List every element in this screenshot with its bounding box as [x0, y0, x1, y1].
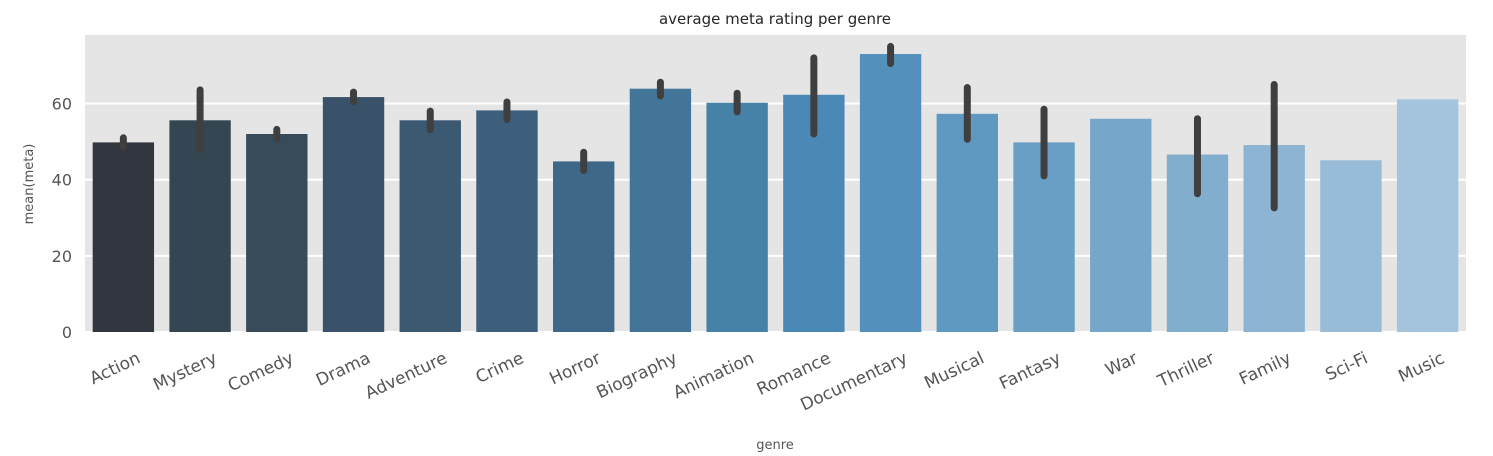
bar-drama	[322, 97, 385, 332]
bar-musical	[936, 113, 998, 332]
x-tick-label: Thriller	[1154, 348, 1218, 392]
bar-comedy	[246, 134, 308, 332]
bar-adventure	[399, 120, 461, 333]
x-tick-label: Sci-Fi	[1322, 348, 1371, 385]
bar-mystery	[169, 120, 231, 333]
y-axis-label: mean(meta)	[22, 144, 37, 225]
bar-horror	[553, 161, 615, 332]
bars	[92, 54, 1459, 333]
plot-area	[85, 35, 1466, 332]
y-tick-label: 0	[62, 323, 72, 342]
x-tick-label: Family	[1236, 348, 1294, 389]
y-tick-label: 20	[52, 247, 72, 266]
bar-animation	[706, 102, 768, 333]
error-bars	[119, 42, 1278, 212]
y-tick-label: 40	[52, 171, 72, 190]
bar-biography	[629, 88, 692, 332]
bar-music	[1396, 99, 1459, 332]
y-tick-label: 60	[52, 95, 72, 114]
x-tick-label: Comedy	[225, 348, 297, 396]
chart-title: average meta rating per genre	[659, 10, 891, 28]
x-tick-label: Mystery	[150, 348, 220, 395]
x-tick-label: Musical	[921, 348, 987, 393]
x-tick-label: War	[1102, 348, 1140, 380]
bar-crime	[476, 110, 538, 333]
x-tick-label: Biography	[594, 348, 681, 403]
bar-action	[92, 142, 155, 332]
x-tick-label: Action	[87, 348, 144, 389]
y-axis-ticks: 0 20 40 60	[52, 95, 72, 342]
x-tick-label: Crime	[473, 348, 527, 388]
bar-documentary	[859, 54, 922, 333]
x-tick-label: Animation	[670, 348, 757, 403]
x-axis-label: genre	[756, 438, 794, 453]
x-tick-label: Fantasy	[996, 348, 1064, 394]
x-tick-label: Music	[1395, 348, 1447, 387]
bar-sci-fi	[1320, 160, 1382, 332]
x-tick-label: Adventure	[362, 348, 450, 403]
bar-war	[1090, 118, 1152, 333]
gridlines	[85, 102, 1466, 333]
